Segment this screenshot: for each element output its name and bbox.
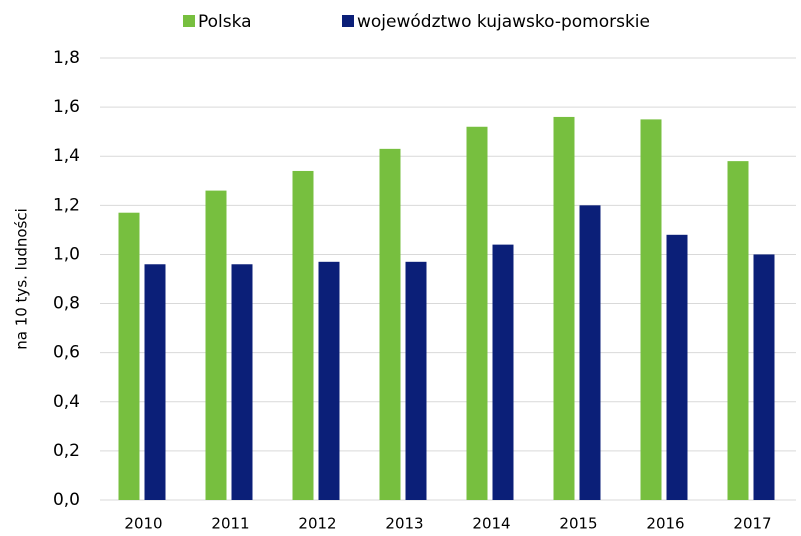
legend-swatch: [342, 15, 354, 27]
x-tick-label: 2016: [646, 515, 684, 533]
y-tick-label: 1,8: [53, 48, 80, 68]
legend-label: województwo kujawsko-pomorskie: [357, 12, 650, 32]
y-tick-label: 1,2: [53, 195, 80, 215]
x-tick-label: 2010: [124, 515, 162, 533]
bar: [753, 254, 775, 500]
y-tick-label: 1,4: [53, 146, 80, 166]
bar: [727, 161, 749, 500]
bar: [666, 234, 688, 501]
bar: [553, 116, 575, 500]
bar: [318, 261, 340, 500]
x-tick-label: 2012: [298, 515, 336, 533]
bar: [405, 261, 427, 500]
legend-label: Polska: [198, 12, 252, 32]
y-axis-label: na 10 tys. ludności: [13, 208, 31, 350]
bar: [205, 190, 227, 500]
y-tick-label: 0,6: [53, 343, 80, 363]
x-tick-label: 2013: [385, 515, 423, 533]
y-tick-label: 0,8: [53, 294, 80, 314]
bar: [466, 126, 488, 500]
bar: [118, 212, 140, 500]
y-tick-label: 0,0: [53, 490, 80, 510]
bar: [492, 244, 514, 500]
bar: [144, 264, 166, 500]
x-tick-label: 2015: [559, 515, 597, 533]
x-tick-label: 2011: [211, 515, 249, 533]
bar: [379, 148, 401, 500]
bar: [231, 264, 253, 500]
y-tick-label: 0,4: [53, 392, 80, 412]
y-tick-label: 0,2: [53, 441, 80, 461]
x-tick-label: 2014: [472, 515, 510, 533]
legend-swatch: [183, 15, 195, 27]
y-tick-label: 1,0: [53, 244, 80, 264]
y-tick-label: 1,6: [53, 97, 80, 117]
bar: [640, 119, 662, 500]
x-tick-label: 2017: [733, 515, 771, 533]
bar: [292, 170, 314, 500]
bar: [579, 205, 601, 501]
